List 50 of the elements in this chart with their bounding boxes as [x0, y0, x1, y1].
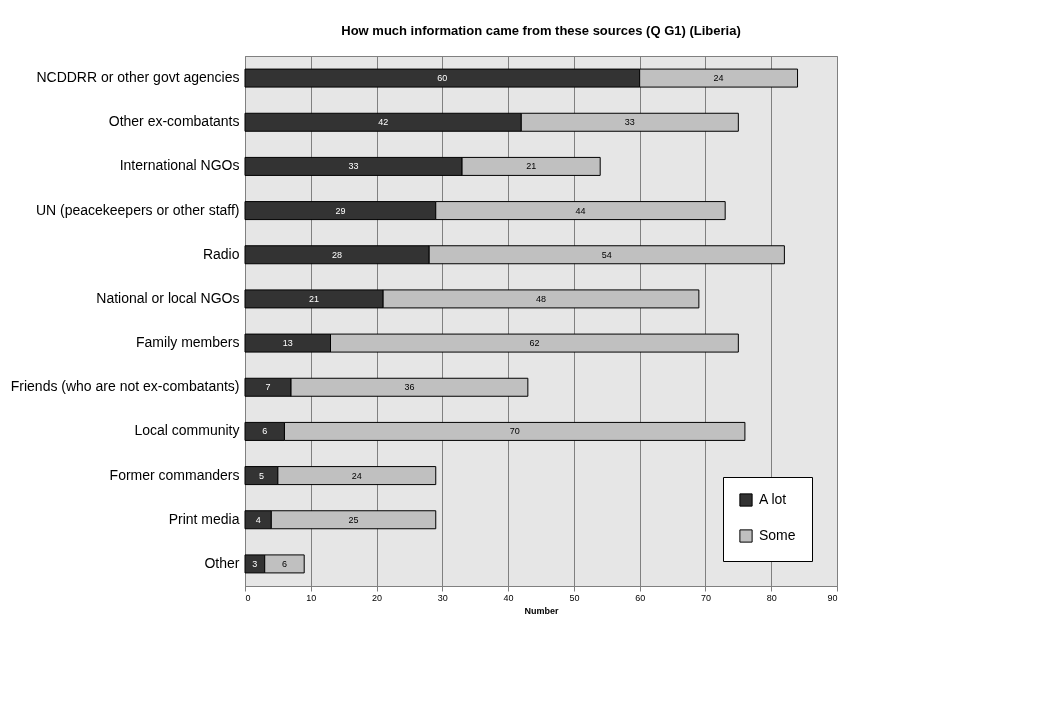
x-tick-label: 60 — [635, 592, 646, 603]
x-tick-label: 20 — [372, 592, 383, 603]
legend-label: A lot — [759, 491, 787, 507]
x-tick-label: 0 — [245, 592, 251, 603]
y-tick-label: Local community — [134, 422, 240, 439]
y-tick-label: Family members — [136, 334, 240, 351]
y-tick-label: Other ex-combatants — [108, 113, 240, 130]
data-label: 29 — [335, 205, 346, 216]
x-axis-title: Number — [524, 605, 559, 616]
data-label: 6 — [262, 426, 268, 437]
y-tick-label: Print media — [168, 510, 240, 527]
data-label: 54 — [601, 249, 612, 260]
x-tick-label: 40 — [503, 592, 514, 603]
data-label: 70 — [509, 426, 520, 437]
data-label: 5 — [258, 470, 264, 481]
legend-label: Some — [759, 527, 796, 543]
data-label: 25 — [348, 514, 359, 525]
x-tick-label: 90 — [827, 592, 838, 603]
data-label: 24 — [351, 470, 362, 481]
y-tick-label: National or local NGOs — [96, 289, 240, 306]
y-tick-label: International NGOs — [119, 157, 240, 174]
data-label: 28 — [332, 249, 343, 260]
data-label: 42 — [378, 117, 389, 128]
x-tick-label: 50 — [569, 592, 580, 603]
data-label: 3 — [252, 558, 258, 569]
data-label: 44 — [575, 205, 586, 216]
data-label: 33 — [624, 117, 635, 128]
x-tick-label: 80 — [766, 592, 777, 603]
y-tick-label: UN (peacekeepers or other staff) — [35, 201, 240, 218]
data-label: 36 — [404, 382, 415, 393]
data-label: 48 — [535, 293, 547, 304]
data-label: 62 — [529, 338, 540, 349]
data-label: 21 — [526, 161, 537, 172]
chart-title: How much information came from these sources (Q G1) (Liberia) — [341, 23, 741, 38]
y-tick-label: Radio — [202, 245, 240, 262]
data-label: 6 — [281, 558, 287, 569]
x-tick-label: 70 — [700, 592, 711, 603]
data-label: 60 — [437, 73, 448, 84]
y-tick-label: Other — [204, 554, 240, 571]
y-tick-label: Friends (who are not ex-combatants) — [10, 378, 240, 395]
x-tick-label: 10 — [306, 592, 317, 603]
data-label: 21 — [309, 293, 320, 304]
data-label: 24 — [713, 73, 724, 84]
y-tick-label: Former commanders — [109, 466, 240, 483]
data-label: 4 — [255, 514, 261, 525]
data-label: 13 — [282, 338, 293, 349]
data-label: 33 — [348, 161, 359, 172]
data-label: 7 — [265, 382, 271, 393]
x-tick-label: 30 — [437, 592, 448, 603]
y-tick-label: NCDDRR or other govt agencies — [36, 69, 240, 86]
